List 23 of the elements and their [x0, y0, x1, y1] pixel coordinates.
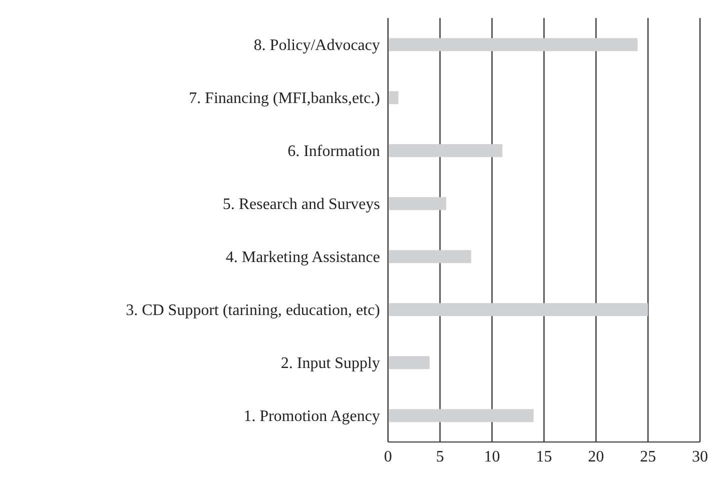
- y-tick-label: 8. Policy/Advocacy: [254, 37, 380, 54]
- y-tick-label: 3. CD Support (tarining, education, etc): [126, 302, 380, 320]
- x-tick-label: 30: [692, 448, 708, 466]
- y-tick-label: 1. Promotion Agency: [244, 408, 380, 426]
- y-tick-label: 6. Information: [288, 143, 380, 160]
- bar: [388, 91, 398, 104]
- bar: [388, 144, 502, 158]
- x-tick-label: 10: [484, 448, 500, 466]
- x-tick-label: 15: [536, 448, 552, 466]
- y-tick-label: 7. Financing (MFI,banks,etc.): [188, 90, 380, 108]
- x-tick-label: 25: [640, 448, 656, 466]
- x-tick-label: 0: [384, 448, 392, 466]
- bar: [388, 197, 446, 210]
- x-tick-label: 5: [436, 448, 444, 466]
- y-tick-label: 2. Input Supply: [280, 355, 380, 372]
- bar: [388, 250, 472, 264]
- x-tick-label: 20: [588, 448, 604, 466]
- bar: [388, 38, 638, 52]
- y-tick-label: 4. Marketing Assistance: [226, 249, 380, 266]
- bar: [388, 409, 534, 422]
- bar: [388, 303, 648, 316]
- y-tick-label: 5. Research and Surveys: [222, 196, 380, 214]
- bar: [388, 356, 430, 370]
